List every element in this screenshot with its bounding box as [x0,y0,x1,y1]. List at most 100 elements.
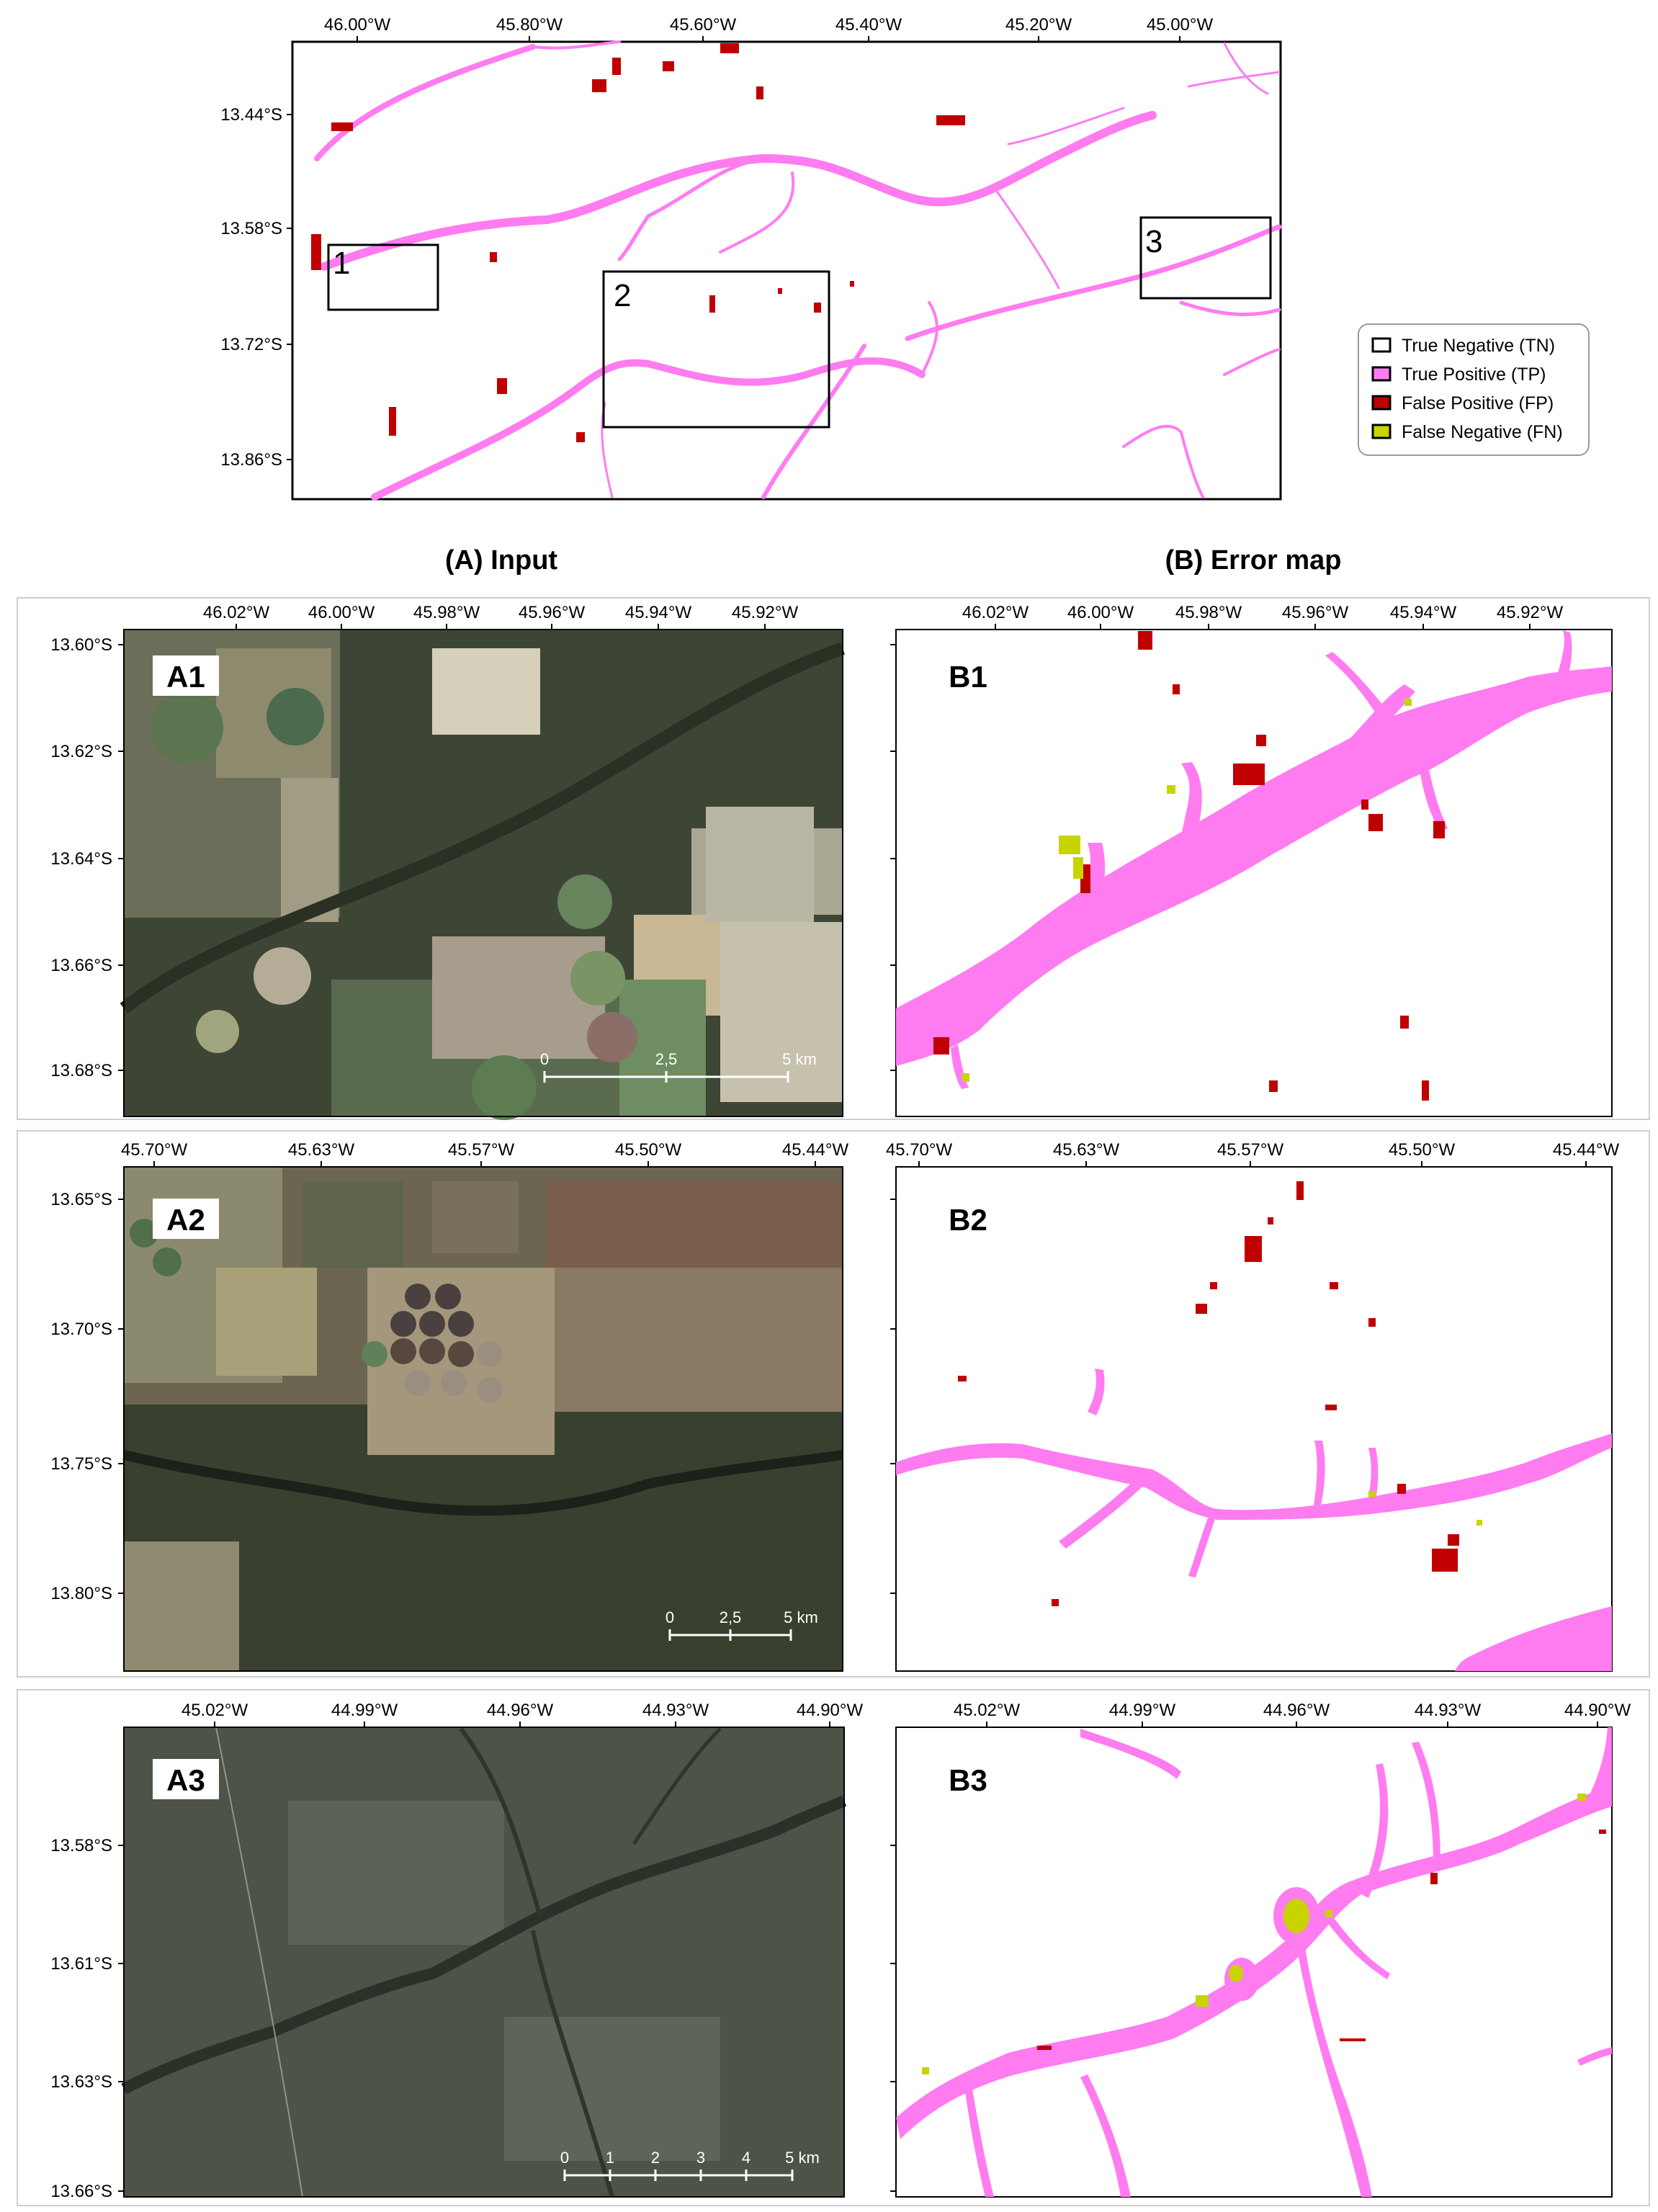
a2-y-tick: 13.70°S [50,1320,112,1339]
b1-error-map [896,630,1612,1101]
overview-y-tick: 13.44°S [220,105,282,125]
b1-x-tick: 45.98°W [1175,603,1242,622]
a2-x-tick: 45.70°W [121,1140,188,1160]
a3-satellite-image [121,1727,847,2198]
overview-x-tick: 45.40°W [835,15,902,35]
b2-label-bg [932,1199,1004,1239]
legend: True Negative (TN) True Positive (TP) Fa… [1358,323,1590,456]
a2-x-tick: 45.63°W [288,1140,355,1160]
b3-x-tick: 44.90°W [1564,1701,1631,1720]
a2-y-tick: 13.65°S [50,1190,112,1209]
a2-ticks [118,1161,816,1594]
a3-x-tick: 44.99°W [331,1701,398,1720]
a1-x-tick: 46.02°W [203,603,270,622]
b1-x-tick: 45.96°W [1282,603,1349,622]
a3-y-tick: 13.58°S [50,1836,112,1855]
a1-x-tick: 46.00°W [308,603,375,622]
a1-y-tick: 13.68°S [50,1061,112,1080]
a3-x-tick: 44.96°W [487,1701,554,1720]
b2-x-tick: 45.50°W [1389,1140,1456,1160]
row-3-panel-border [17,1689,1650,2206]
overview-y-tick: 13.86°S [220,450,282,470]
b3-ticks [890,1721,1598,2192]
legend-label-fp: False Positive (FP) [1402,393,1554,413]
overview-box-2-label: 2 [614,278,631,313]
legend-label-fn: False Negative (FN) [1402,422,1563,442]
a2-scalebar [668,1629,792,1641]
overview-x-tick: 45.80°W [496,15,563,35]
b1-ticks [890,624,1531,1071]
a2-scale-label: 0 [666,1608,674,1626]
a3-scale-label: 0 [560,2149,569,2167]
legend-label-tp: True Positive (TP) [1402,364,1546,385]
a3-scale-label: 5 km [785,2149,820,2167]
a1-ticks [118,624,766,1071]
a3-scale-label: 1 [606,2149,614,2167]
b3-label: B3 [949,1763,987,1797]
overview-y-tick: 13.58°S [220,219,282,238]
legend-box [1358,323,1590,456]
a3-x-tick: 45.02°W [182,1701,248,1720]
a1-y-tick: 13.66°S [50,956,112,975]
b1-x-tick: 46.02°W [962,603,1029,622]
a1-y-tick: 13.62°S [50,742,112,761]
b2-x-tick: 45.70°W [886,1140,953,1160]
a3-label-bg [153,1759,219,1799]
legend-label-tn: True Negative (TN) [1402,336,1555,356]
b1-label-bg [932,655,1004,696]
a3-x-tick: 44.93°W [642,1701,709,1720]
overview-x-tick: 45.00°W [1147,15,1214,35]
a2-scale-label: 2,5 [720,1608,742,1626]
a2-x-tick: 45.57°W [448,1140,515,1160]
legend-swatch-tp [1371,366,1392,382]
a2-y-tick: 13.80°S [50,1584,112,1603]
row-1: A1 0 2,5 5 km 46.02°W 46.00°W 45.98°W 45… [17,597,1650,1120]
a3-label: A3 [166,1763,205,1797]
a3-scale-label: 3 [696,2149,705,2167]
legend-swatch-fp [1371,395,1392,411]
b3-x-tick: 44.93°W [1415,1701,1482,1720]
b1-x-tick: 45.92°W [1497,603,1564,622]
b3-x-tick: 44.99°W [1109,1701,1176,1720]
a3-scalebar [563,2170,794,2181]
row-1-panel-border [17,597,1650,1120]
overview-box-1 [327,243,439,311]
header-error-map: (B) Error map [1165,545,1342,576]
overview-box-1-label: 1 [333,246,350,281]
legend-swatch-tn [1371,337,1392,353]
b2-x-tick: 45.44°W [1553,1140,1620,1160]
overview-ticks [287,36,1180,460]
a3-y-tick: 13.61°S [50,1954,112,1974]
b2-x-tick: 45.57°W [1217,1140,1284,1160]
b3-x-tick: 44.96°W [1263,1701,1330,1720]
overview-box-3 [1139,216,1272,300]
a2-x-tick: 45.44°W [782,1140,849,1160]
overview-x-tick: 45.20°W [1005,15,1072,35]
row-3: A3 0 1 2 3 4 5 km 45.02°W 44.99°W 44.96°… [17,1689,1650,2206]
b3-label-bg [932,1759,1004,1799]
a2-label: A2 [166,1203,205,1237]
a1-satellite-image [120,630,845,1120]
a1-x-tick: 45.98°W [413,603,480,622]
a1-x-tick: 45.92°W [732,603,799,622]
a1-x-tick: 45.96°W [519,603,586,622]
overview-map: 1 2 3 46.00°W 45.80°W 45.60°W 45.40°W 45… [220,15,1282,501]
a1-label: A1 [166,660,205,694]
b3-frame [895,1727,1613,2198]
b2-label: B2 [949,1203,987,1237]
b1-label: B1 [949,660,987,694]
a2-scale-label: 5 km [784,1608,818,1626]
a3-y-tick: 13.63°S [50,2072,112,2092]
a1-label-bg [153,655,219,696]
legend-swatch-fn [1371,424,1392,439]
a1-y-tick: 13.64°S [50,849,112,869]
a3-y-tick: 13.66°S [50,2182,112,2201]
b2-x-tick: 45.63°W [1053,1140,1120,1160]
a1-scale-label: 5 km [782,1050,817,1068]
a2-x-tick: 45.50°W [615,1140,682,1160]
a1-scalebar [543,1071,789,1083]
row-2-panel-border [17,1130,1650,1678]
a2-y-tick: 13.75°S [50,1454,112,1474]
overview-x-tick: 46.00°W [324,15,391,35]
